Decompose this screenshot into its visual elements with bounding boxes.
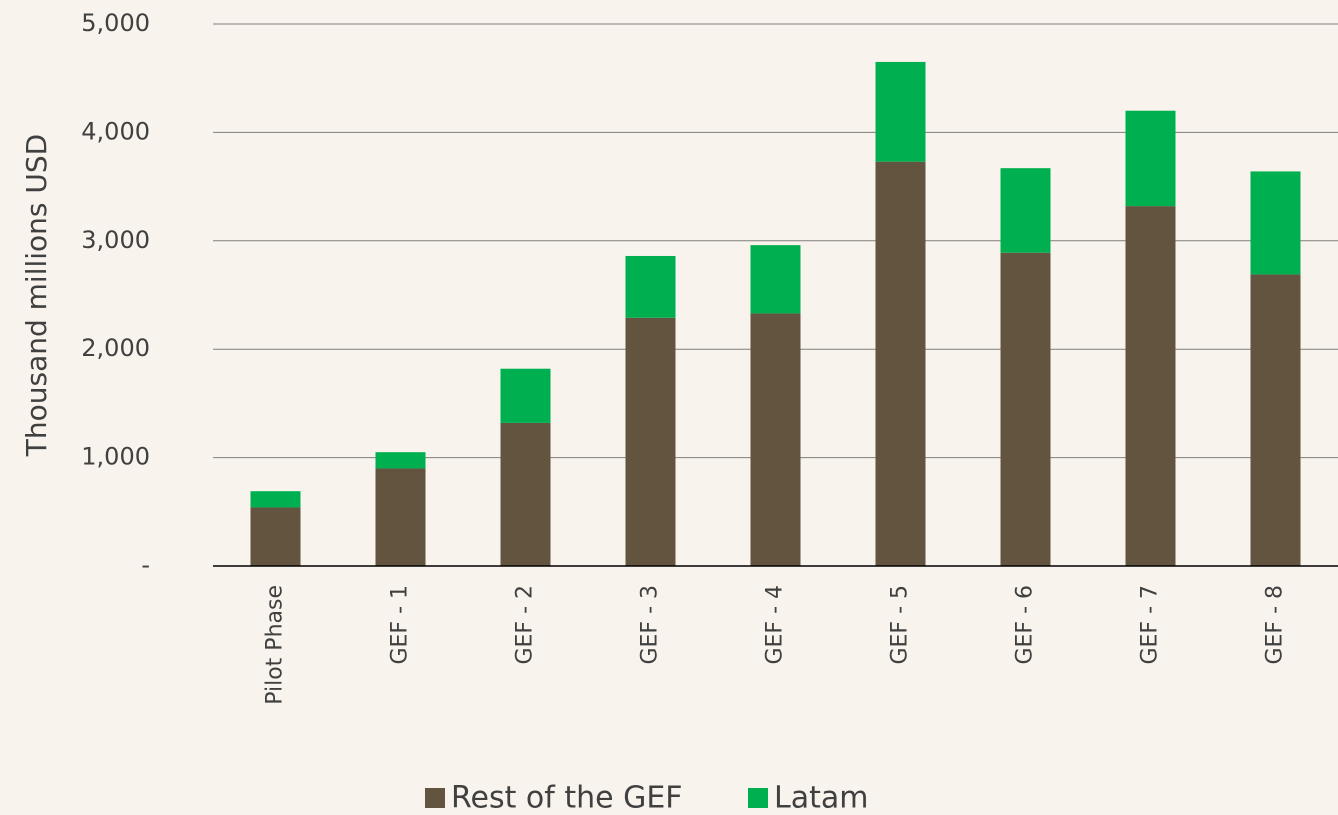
x-tick-label: GEF - 1	[388, 585, 413, 665]
bar-segment	[875, 61, 926, 162]
x-tick-label: GEF - 4	[763, 585, 788, 665]
bar-segment	[1250, 274, 1301, 566]
x-tick-label: GEF - 6	[1013, 585, 1038, 665]
legend-swatch	[748, 788, 768, 808]
legend-swatch	[425, 788, 445, 808]
x-tick-label: GEF - 8	[1263, 585, 1288, 665]
bar-segment	[625, 255, 676, 318]
y-tick-label: 3,000	[81, 226, 150, 254]
x-tick-label: Pilot Phase	[263, 585, 288, 705]
y-tick-label: 5,000	[81, 9, 150, 37]
bar-segment	[1125, 206, 1176, 566]
bar-segment	[375, 468, 426, 566]
bar-segment	[1000, 168, 1051, 253]
x-tick-label: GEF - 7	[1138, 585, 1163, 665]
bar-segment	[375, 452, 426, 469]
x-tick-label: GEF - 3	[638, 585, 663, 665]
x-tick-label: GEF - 2	[513, 585, 538, 665]
bar-segment	[1250, 171, 1301, 275]
bar-segment	[875, 161, 926, 566]
bar-segment	[1000, 252, 1051, 566]
x-tick-label: GEF - 5	[888, 585, 913, 665]
y-tick-label: 1,000	[81, 443, 150, 471]
bar-segment	[625, 317, 676, 566]
legend-label: Latam	[774, 781, 868, 815]
y-axis-label: Thousand millions USD	[20, 134, 53, 457]
bar-segment	[250, 507, 301, 566]
y-tick-label: 2,000	[81, 334, 150, 362]
bar-segment	[750, 313, 801, 566]
y-tick-label: -	[141, 551, 150, 579]
bar-segment	[750, 245, 801, 314]
bar-segment	[1125, 110, 1176, 207]
bar-segment	[250, 491, 301, 508]
bar-segment	[500, 368, 551, 423]
y-tick-label: 4,000	[81, 117, 150, 145]
legend-label: Rest of the GEF	[451, 781, 683, 815]
bar-segment	[500, 422, 551, 566]
